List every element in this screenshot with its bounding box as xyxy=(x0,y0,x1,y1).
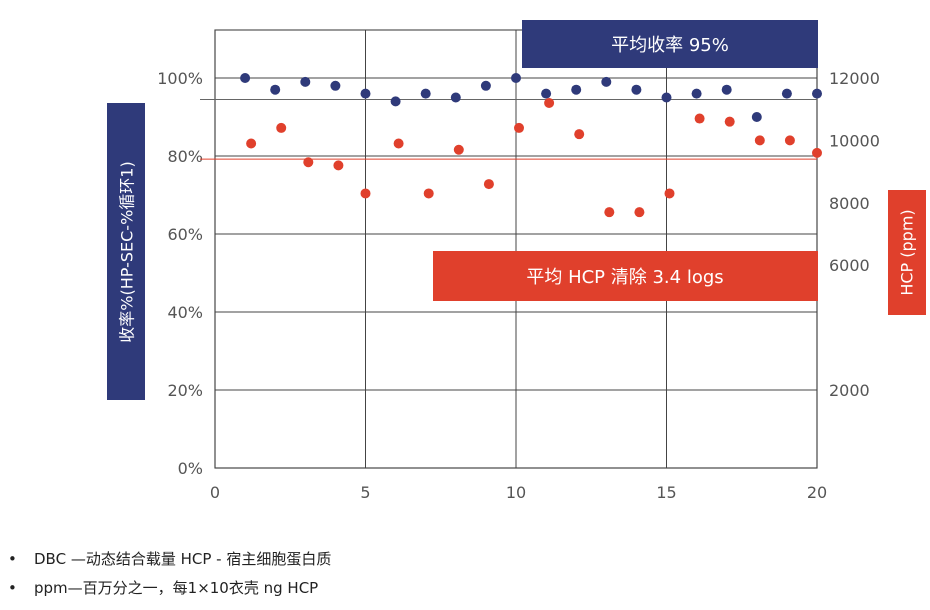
y-left-tick-label: 0% xyxy=(178,459,203,478)
footnote-ppm: ppm—百万分之一，每1×10衣壳 ng HCP xyxy=(8,577,331,598)
avg-hcp-banner xyxy=(433,251,818,301)
y-left-tick-label: 40% xyxy=(167,303,203,322)
hcp-point xyxy=(333,160,344,171)
hcp-point xyxy=(544,97,555,108)
hcp-point xyxy=(514,122,525,133)
yield-point xyxy=(751,112,762,122)
hcp-point xyxy=(664,188,675,199)
yield-point xyxy=(812,88,822,99)
hcp-point xyxy=(634,207,645,218)
yield-point xyxy=(240,73,251,83)
hcp-point xyxy=(483,179,494,190)
yield-point xyxy=(300,76,311,87)
y-left-tick-label: 20% xyxy=(167,381,203,400)
hcp-point xyxy=(276,122,287,133)
hcp-point xyxy=(812,147,822,158)
yield-point xyxy=(601,76,612,87)
yield-point xyxy=(721,84,732,95)
yield-point xyxy=(390,96,401,107)
hcp-point xyxy=(694,113,705,124)
hcp-point xyxy=(784,135,795,146)
footnotes: DBC —动态结合载量 HCP - 宿主细胞蛋白质 ppm—百万分之一，每1×1… xyxy=(8,548,331,606)
hcp-point xyxy=(360,188,371,199)
hcp-point xyxy=(604,207,615,218)
chart-ticks: 0% 20% 40% 60% 80% 100% 0 5 10 15 20 2000 6000 8000 10… xyxy=(157,69,880,502)
x-tick-label: 15 xyxy=(656,483,676,502)
y-axis-right-label: HCP (ppm) xyxy=(888,190,926,315)
hcp-point xyxy=(754,135,765,146)
avg-yield-label: 平均收率 95% xyxy=(611,35,729,56)
hcp-point xyxy=(574,129,585,140)
yield-point xyxy=(450,92,461,103)
yield-point xyxy=(541,88,552,99)
y-left-tick-label: 80% xyxy=(167,147,203,166)
footnote-dbc: DBC —动态结合载量 HCP - 宿主细胞蛋白质 xyxy=(8,548,331,569)
y-right-tick-label: 12000 xyxy=(829,69,880,88)
hcp-point xyxy=(724,116,735,127)
yield-point xyxy=(270,84,281,95)
chart-grid xyxy=(214,29,818,469)
hcp-point xyxy=(303,157,314,168)
yield-point xyxy=(420,88,431,99)
x-tick-label: 5 xyxy=(360,483,370,502)
hcp-point xyxy=(423,188,434,199)
yield-point xyxy=(691,88,702,99)
y-right-tick-label: 8000 xyxy=(829,194,870,213)
y-axis-left-label: 收率%(HP-SEC-%循环1) xyxy=(107,103,145,400)
x-tick-label: 20 xyxy=(807,483,827,502)
yield-point xyxy=(511,73,521,83)
y-left-tick-label: 100% xyxy=(157,69,203,88)
avg-hcp-label: 平均 HCP 清除 3.4 logs xyxy=(526,267,723,288)
yield-point xyxy=(360,88,371,99)
x-tick-label: 10 xyxy=(506,483,526,502)
yield-point xyxy=(330,80,341,91)
yield-point xyxy=(480,80,491,91)
hcp-point xyxy=(453,144,464,155)
data-points xyxy=(240,73,822,218)
y-right-tick-label: 10000 xyxy=(829,131,880,150)
y-left-tick-label: 60% xyxy=(167,225,203,244)
yield-point xyxy=(631,84,642,95)
hcp-point xyxy=(246,138,257,149)
hcp-point xyxy=(393,138,404,149)
avg-yield-banner xyxy=(522,20,818,68)
annotations: 平均收率 95% 平均 HCP 清除 3.4 logs xyxy=(433,20,818,301)
chart: 0% 20% 40% 60% 80% 100% 0 5 10 15 20 2000 6000 8000 10… xyxy=(157,20,880,502)
y-right-tick-label: 6000 xyxy=(829,256,870,275)
y-right-tick-label: 2000 xyxy=(829,381,870,400)
yield-point xyxy=(571,84,582,95)
yield-point xyxy=(781,88,792,99)
average-lines xyxy=(200,98,817,160)
x-tick-label: 0 xyxy=(210,483,220,502)
yield-point xyxy=(661,92,672,103)
